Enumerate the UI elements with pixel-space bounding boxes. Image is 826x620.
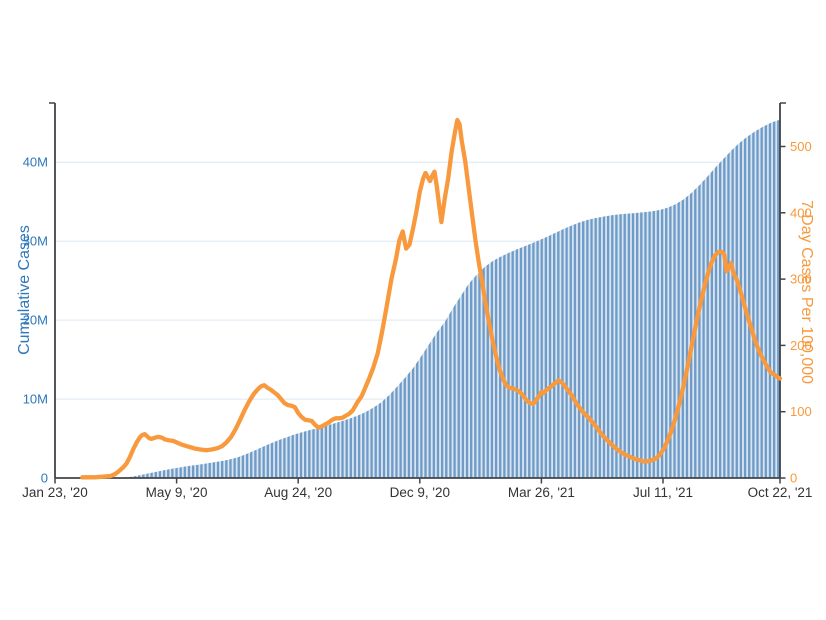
- cumulative-cases-area-series[interactable]: [55, 119, 780, 478]
- x-tick-label: Jul 11, '21: [633, 485, 693, 500]
- seven-day-rate-line-series[interactable]: [80, 117, 783, 480]
- x-tick-label: Oct 22, '21: [748, 485, 813, 500]
- left-tick-label-0: 0: [41, 471, 48, 486]
- right-tick-label-300: 300: [790, 272, 812, 287]
- left-tick-label-10M: 10M: [23, 392, 48, 407]
- x-tick-label: Jan 23, '20: [22, 485, 88, 500]
- right-tick-label-500: 500: [790, 139, 812, 154]
- axes: [49, 102, 786, 484]
- right-tick-label-0: 0: [790, 471, 797, 486]
- axis-labels: 0 10M 20M 30M 40M 0 100 200 300 400 500 Jan 23, '20…: [22, 139, 812, 500]
- x-tick-label: Aug 24, '20: [264, 485, 332, 500]
- x-tick-label: May 9, '20: [146, 485, 208, 500]
- right-tick-label-200: 200: [790, 338, 812, 353]
- right-tick-label-100: 100: [790, 404, 812, 419]
- right-axis-title: 7-Day Cases Per 100,000: [798, 199, 815, 385]
- left-tick-label-40M: 40M: [23, 155, 48, 170]
- right-tick-label-400: 400: [790, 205, 812, 220]
- x-tick-label: Mar 26, '21: [508, 485, 575, 500]
- left-axis-title: Cumulative Cases: [16, 225, 33, 355]
- x-tick-label: Dec 9, '20: [390, 485, 450, 500]
- left-tick-label-20M: 20M: [23, 313, 48, 328]
- left-tick-label-30M: 30M: [23, 234, 48, 249]
